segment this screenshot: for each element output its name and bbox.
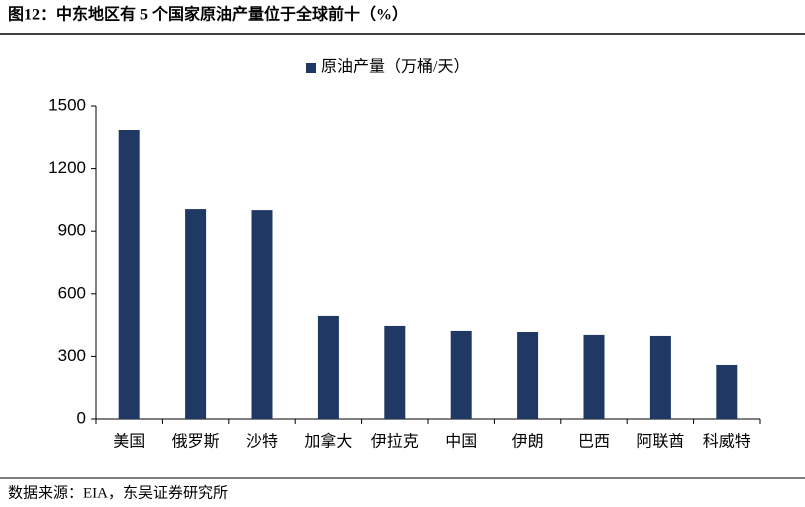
y-tick-label: 0 <box>77 408 86 427</box>
x-tick-label: 伊拉克 <box>371 433 419 451</box>
bar <box>649 335 671 419</box>
bar <box>185 209 207 419</box>
x-tick-label: 俄罗斯 <box>172 433 220 451</box>
x-tick-label: 加拿大 <box>304 432 352 451</box>
bar <box>716 364 738 419</box>
y-tick-label: 600 <box>58 283 86 302</box>
bar <box>384 325 406 419</box>
source: 数据来源：EIA，东吴证券研究所 <box>8 484 228 501</box>
bar <box>450 330 472 419</box>
bar <box>583 334 605 419</box>
x-tick-label: 中国 <box>445 433 477 451</box>
x-tick-label: 美国 <box>113 433 145 451</box>
bar <box>251 210 273 419</box>
y-tick-label: 1200 <box>48 158 86 177</box>
bar <box>317 315 339 419</box>
bar <box>118 129 140 419</box>
x-tick-label: 沙特 <box>246 433 278 451</box>
y-tick-label: 900 <box>58 221 86 240</box>
x-tick-label: 科威特 <box>703 433 751 451</box>
legend-label: 原油产量（万桶/天） <box>321 58 469 76</box>
x-tick-label: 伊朗 <box>512 433 544 451</box>
chart-title: 图12：中东地区有 5 个国家原油产量位于全球前十（%） <box>8 5 408 24</box>
bar <box>517 331 539 419</box>
x-tick-label: 巴西 <box>578 434 610 451</box>
legend-swatch <box>306 63 316 73</box>
y-tick-label: 1500 <box>48 95 86 114</box>
y-tick-label: 300 <box>58 346 86 365</box>
x-tick-label: 阿联酋 <box>636 433 684 451</box>
